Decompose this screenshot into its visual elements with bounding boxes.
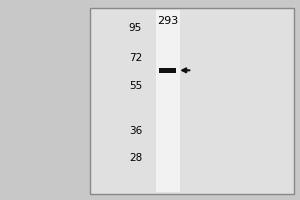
Text: 55: 55 — [129, 81, 142, 91]
Text: 95: 95 — [129, 23, 142, 33]
Bar — [155, 10, 179, 192]
Text: 36: 36 — [129, 126, 142, 136]
Text: 28: 28 — [129, 153, 142, 163]
Bar — [159, 68, 176, 73]
Text: 293: 293 — [157, 16, 178, 26]
Text: 72: 72 — [129, 53, 142, 63]
Bar — [90, 8, 294, 194]
